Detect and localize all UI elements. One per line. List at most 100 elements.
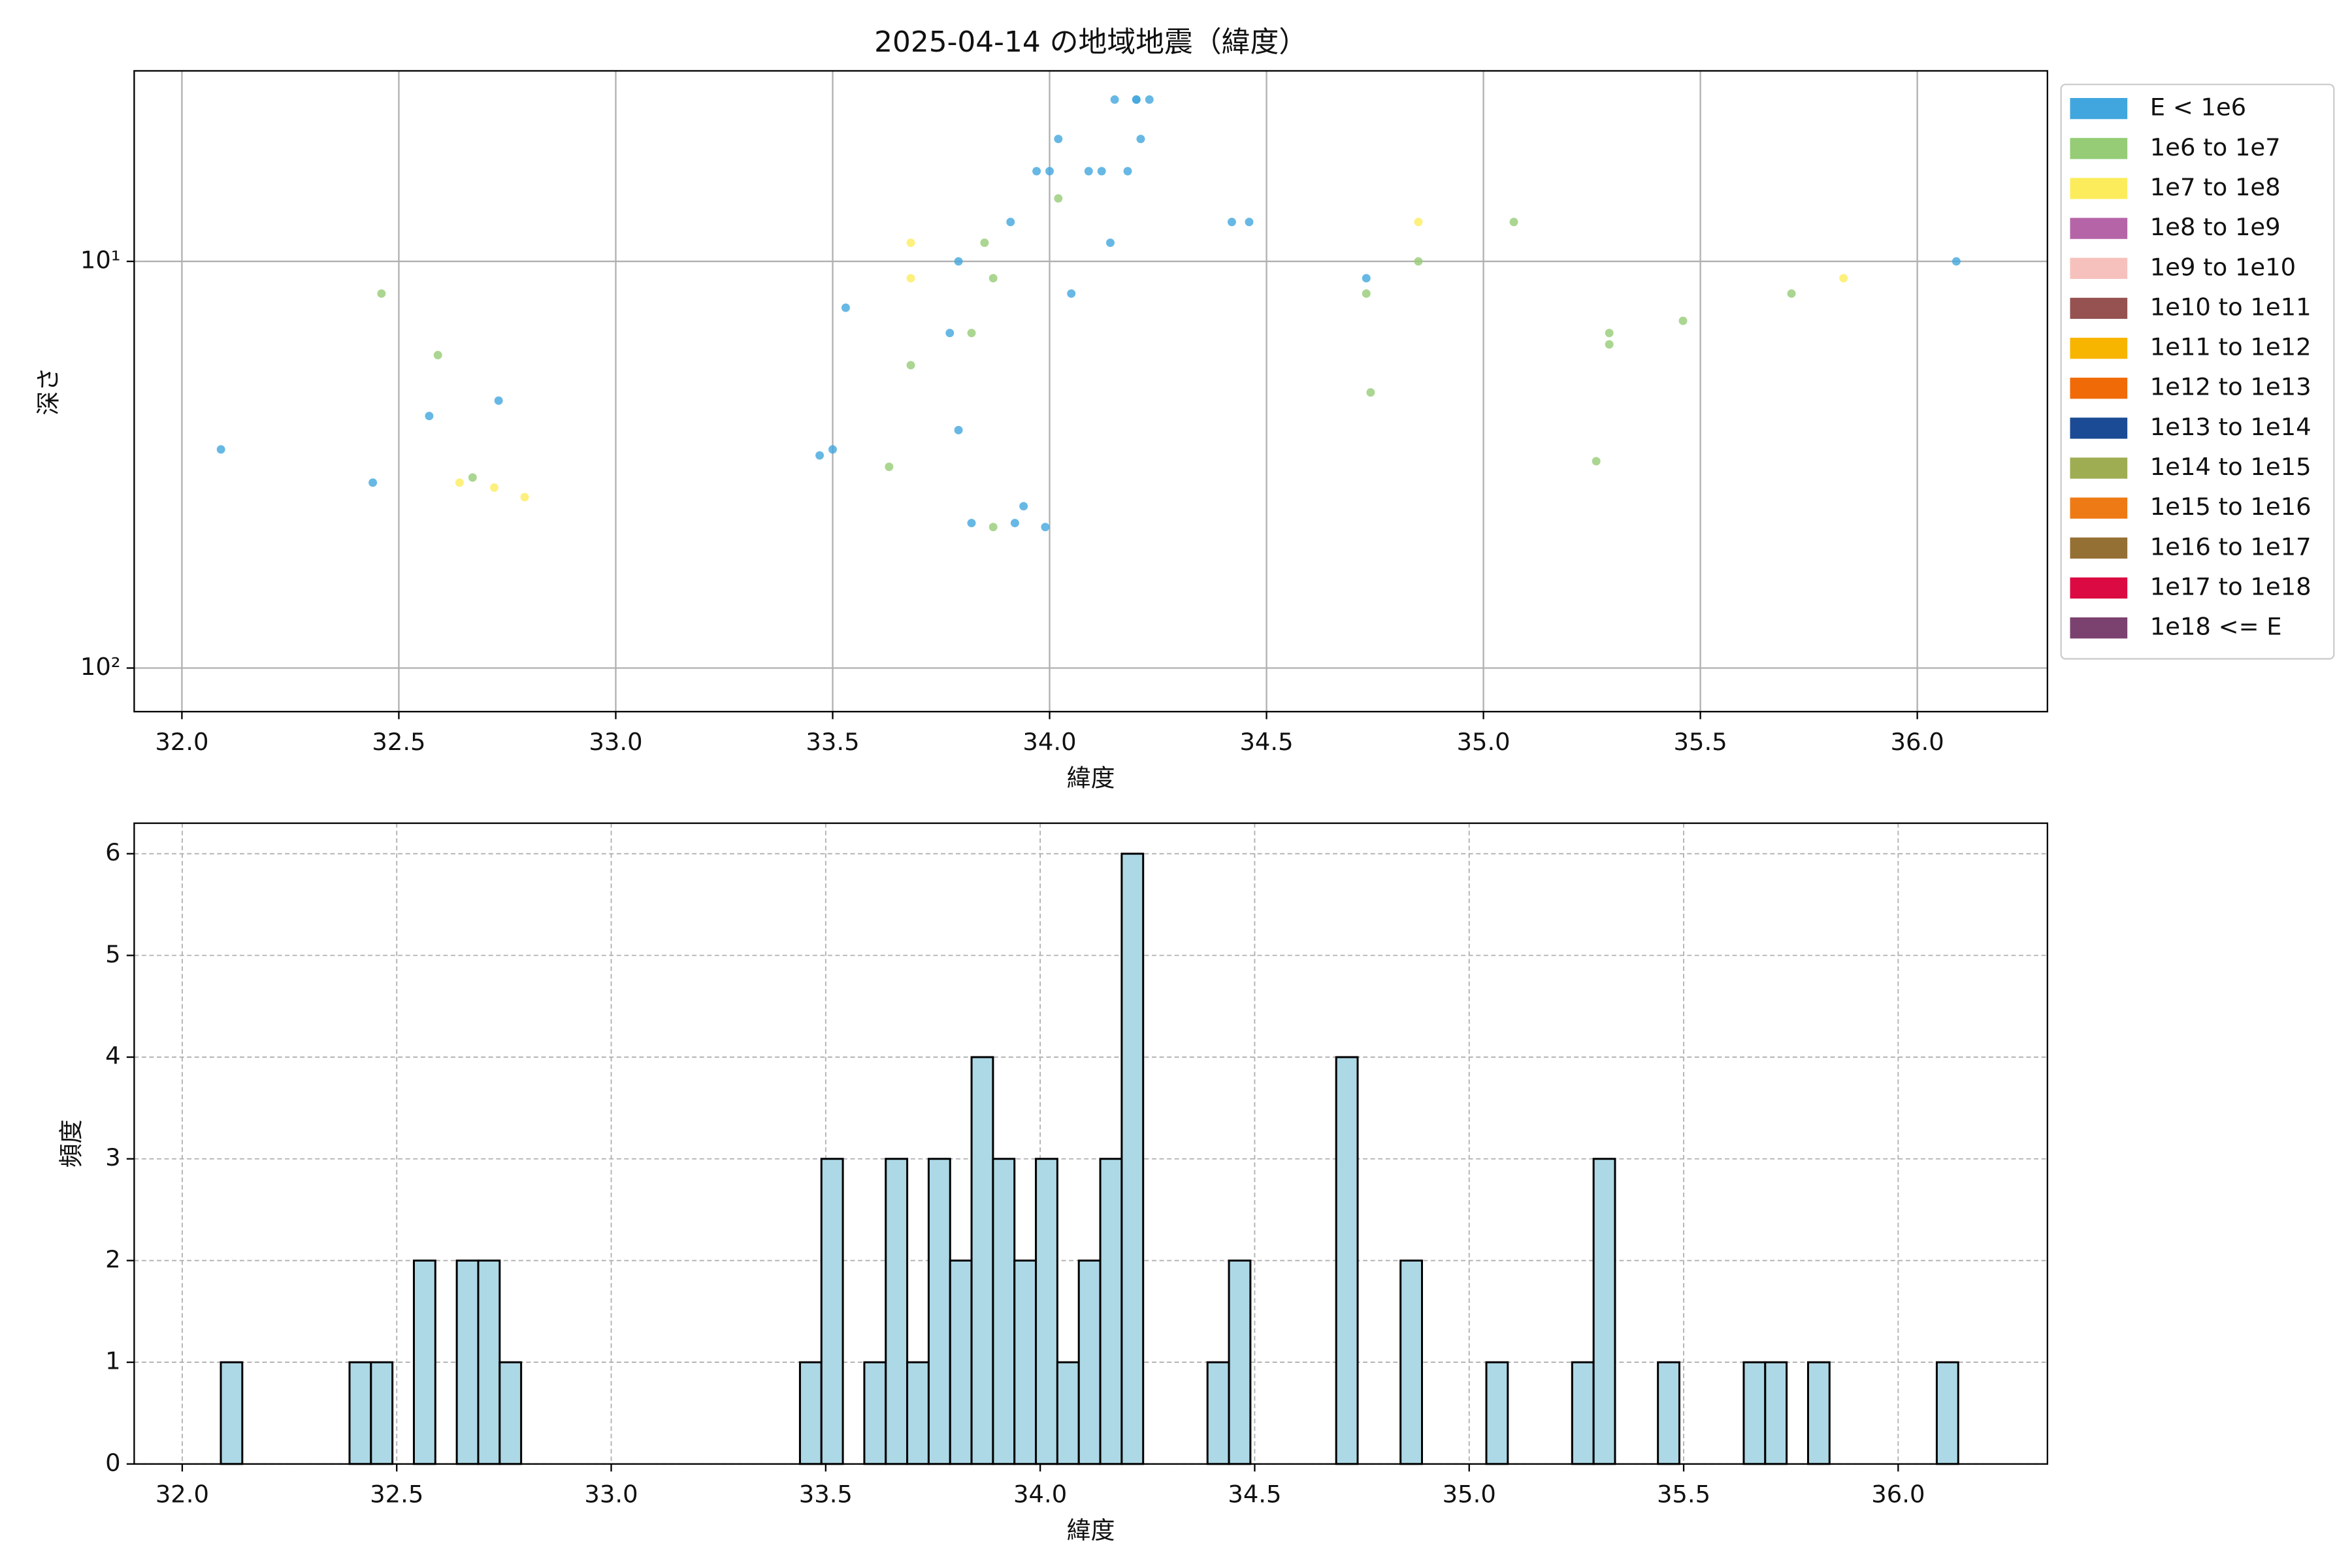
x-tick-label: 35.0 [1456, 728, 1510, 756]
legend-label: 1e11 to 1e12 [2150, 333, 2311, 361]
point [368, 478, 378, 487]
bar [498, 1361, 523, 1465]
x-tick-label: 36.0 [1891, 728, 1944, 756]
legend-swatch [2070, 577, 2128, 599]
bar [1206, 1361, 1230, 1465]
point [377, 289, 386, 298]
legend-label: 1e17 to 1e18 [2150, 573, 2311, 601]
legend-label: 1e6 to 1e7 [2150, 133, 2281, 161]
point [1362, 289, 1371, 298]
bar [949, 1259, 973, 1465]
x-tick-label: 32.5 [370, 1480, 423, 1509]
point [1110, 95, 1119, 104]
point [841, 303, 850, 312]
legend-swatch [2070, 337, 2128, 359]
legend-label: 1e15 to 1e16 [2150, 493, 2311, 521]
axes-frame [133, 70, 2048, 713]
bar [1228, 1259, 1252, 1465]
point [1054, 135, 1063, 144]
bar [348, 1361, 372, 1465]
bar [863, 1361, 887, 1465]
y-axis-label: 頻度 [57, 1119, 85, 1168]
legend-label: 1e13 to 1e14 [2150, 413, 2311, 441]
x-tick-label: 32.0 [155, 728, 208, 756]
legend-label: 1e10 to 1e11 [2150, 293, 2311, 321]
point [906, 274, 915, 283]
x-tick-label: 33.0 [584, 1480, 638, 1509]
bar [992, 1158, 1016, 1465]
bar [1077, 1259, 1102, 1465]
y-tick-label: 4 [105, 1042, 120, 1070]
y-tick-label: 0 [105, 1448, 120, 1477]
y-axis-label: 深さ [35, 367, 63, 416]
x-axis-label: 緯度 [1067, 764, 1115, 792]
point [1132, 95, 1141, 104]
point [1145, 95, 1154, 104]
bar [885, 1158, 909, 1465]
legend-label: 1e16 to 1e17 [2150, 532, 2311, 561]
point [1414, 257, 1423, 266]
bar [1935, 1361, 1959, 1465]
bar [1056, 1361, 1080, 1465]
point [954, 257, 963, 266]
bar [412, 1259, 436, 1465]
bar [455, 1259, 480, 1465]
point [433, 351, 442, 359]
legend-swatch [2070, 178, 2128, 199]
bar [906, 1361, 930, 1465]
point [1414, 218, 1423, 227]
point [1366, 388, 1375, 397]
point [1245, 218, 1254, 227]
bar [1099, 1158, 1123, 1465]
bar [1399, 1259, 1424, 1465]
bar [820, 1158, 844, 1465]
point [1362, 274, 1371, 283]
x-tick-label: 33.5 [799, 1480, 853, 1509]
point [1605, 340, 1614, 349]
y-tick-label: 10² [80, 653, 121, 681]
legend-swatch [2070, 457, 2128, 479]
point [1045, 167, 1054, 176]
bar [1742, 1361, 1767, 1465]
point [967, 329, 976, 338]
point [1067, 289, 1076, 298]
point [1006, 218, 1015, 227]
bar [1335, 1056, 1359, 1465]
legend-swatch [2070, 297, 2128, 319]
point [1227, 218, 1236, 227]
x-tick-label: 34.0 [1022, 728, 1076, 756]
point [945, 329, 955, 338]
legend-label: 1e18 <= E [2150, 613, 2282, 641]
point [1084, 167, 1093, 176]
legend-swatch [2070, 257, 2128, 279]
point [988, 523, 998, 532]
legend-label: 1e9 to 1e10 [2150, 253, 2296, 281]
point [468, 473, 477, 482]
x-tick-label: 35.5 [1674, 728, 1727, 756]
x-tick-label: 33.0 [589, 728, 642, 756]
x-tick-label: 34.0 [1013, 1480, 1067, 1509]
point [1136, 135, 1145, 144]
point [828, 445, 837, 454]
point [1592, 457, 1601, 466]
point [906, 238, 915, 248]
point [1678, 316, 1688, 325]
x-tick-label: 33.5 [806, 728, 859, 756]
bar [1485, 1361, 1509, 1465]
y-tick-label: 5 [105, 940, 120, 968]
point [1097, 167, 1106, 176]
x-tick-label: 36.0 [1871, 1480, 1925, 1509]
point [1605, 329, 1614, 338]
point [1509, 218, 1518, 227]
point [216, 445, 225, 454]
y-tick-label: 2 [105, 1245, 120, 1273]
point [1010, 519, 1019, 528]
y-tick-label: 6 [105, 838, 120, 866]
point [425, 412, 434, 421]
x-tick-label: 32.0 [155, 1480, 209, 1509]
y-tick-label: 3 [105, 1143, 120, 1171]
bar [1657, 1361, 1680, 1465]
point [455, 478, 464, 487]
